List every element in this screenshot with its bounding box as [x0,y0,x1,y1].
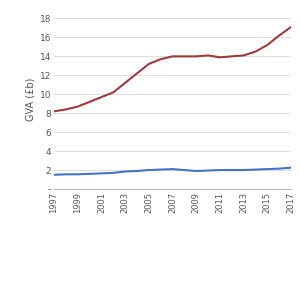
Devon CC [147,62,151,66]
Devon CC [206,54,210,57]
Devon CC [183,55,186,58]
Devon CC [230,55,234,58]
Devon CC [194,55,198,58]
Torbay [112,171,115,175]
Torbay [171,167,174,171]
Torbay [266,167,269,171]
Torbay [76,172,80,176]
Devon CC [88,100,92,103]
Torbay [254,168,257,171]
Devon CC [76,105,80,108]
Devon CC [171,55,174,58]
Torbay [278,167,281,170]
Torbay [218,168,222,172]
Devon CC [254,50,257,53]
Torbay [64,172,68,176]
Line: Devon CC: Devon CC [54,27,291,111]
Y-axis label: GVA (£b): GVA (£b) [26,77,36,121]
Devon CC [159,57,163,61]
Torbay [123,170,127,173]
Devon CC [278,34,281,37]
Torbay [206,169,210,172]
Devon CC [266,43,269,47]
Torbay [135,169,139,173]
Torbay [147,168,151,172]
Torbay [183,168,186,172]
Torbay [88,172,92,175]
Devon CC [218,56,222,59]
Devon CC [52,110,56,113]
Devon CC [135,72,139,75]
Devon CC [123,81,127,85]
Torbay [194,169,198,173]
Devon CC [289,25,293,29]
Torbay [100,172,103,175]
Devon CC [100,95,103,99]
Devon CC [112,91,115,94]
Devon CC [64,108,68,111]
Torbay [230,168,234,172]
Torbay [289,166,293,169]
Line: Torbay: Torbay [54,168,291,175]
Torbay [52,173,56,177]
Torbay [242,168,245,172]
Torbay [159,168,163,171]
Devon CC [242,54,245,57]
